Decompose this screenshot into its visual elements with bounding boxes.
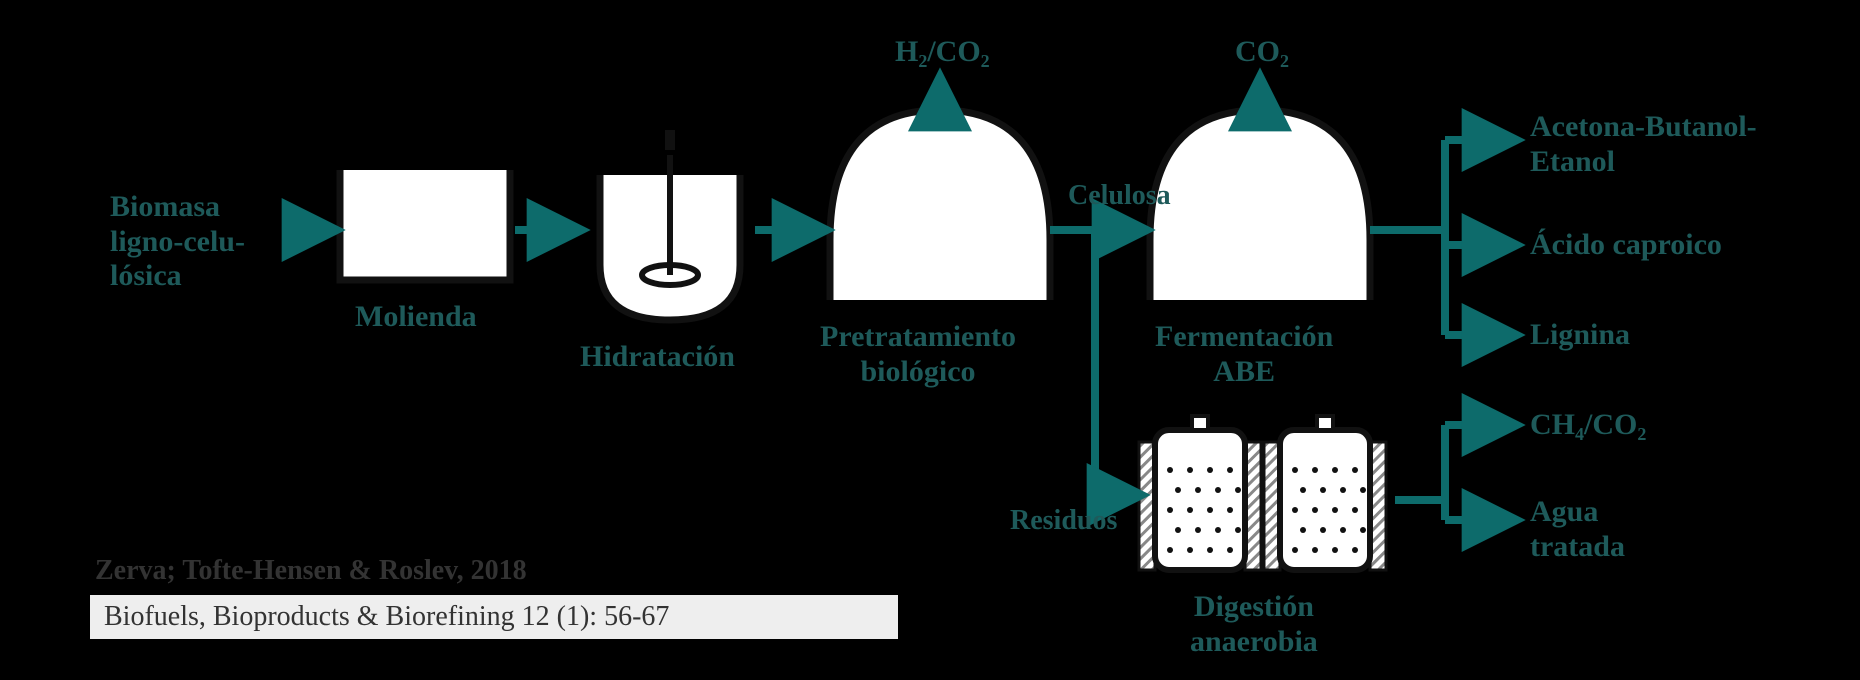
label-out-water: Agua tratada [1530,495,1625,564]
label-out-abe: Acetona-Butanol- Etanol [1530,110,1757,179]
label-ferment: Fermentación ABE [1155,320,1333,389]
citation-ref-box: Biofuels, Bioproducts & Biorefining 12 (… [90,595,898,639]
label-input: Biomasa ligno-celu- lósica [110,190,245,294]
label-gas-ferment: CO₂ [1235,35,1289,70]
citation-author: Zerva; Tofte-Hensen & Roslev, 2018 [95,555,527,587]
label-out-lignin: Lignina [1530,318,1630,353]
label-gas-pretreat: H₂/CO₂ [895,35,990,70]
label-hydra: Hidratación [580,340,735,375]
label-out-ch4: CH₄/CO₂ [1530,408,1646,443]
label-cellulose: Celulosa [1068,180,1171,212]
label-mill: Molienda [355,300,477,335]
flowchart-stage: Biomasa ligno-celu- lósica Molienda Hidr… [0,0,1860,680]
label-out-caproic: Ácido caproico [1530,228,1722,263]
label-pretreat: Pretratamiento biológico [820,320,1016,389]
label-digest: Digestión anaerobia [1190,590,1318,659]
label-residues: Residuos [1010,505,1117,537]
citation-ref-text: Biofuels, Bioproducts & Biorefining 12 (… [104,601,669,632]
